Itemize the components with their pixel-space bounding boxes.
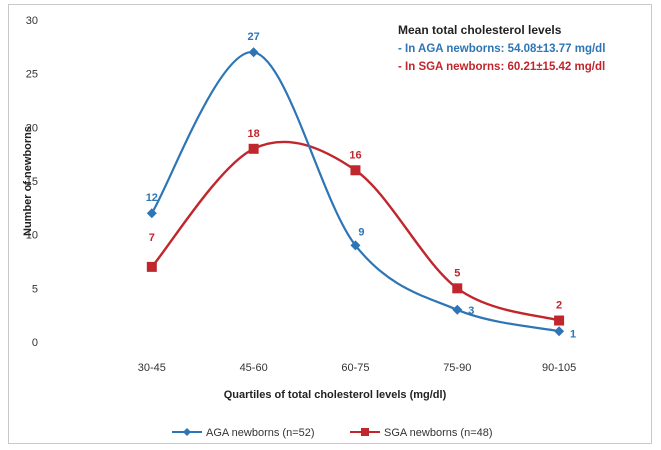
sga-point-marker [452,283,463,294]
chart-frame [8,4,652,444]
y-tick-label: 5 [32,283,38,295]
y-tick-label: 10 [26,230,38,242]
sga-data-label: 5 [454,267,460,279]
sga-data-label: 18 [248,128,260,140]
y-axis-title: Number of newborns [22,126,34,236]
y-tick-label: 0 [32,337,38,349]
sga-point-marker [554,315,565,326]
annotation-line: - In AGA newborns: 54.08±13.77 mg/dl [398,43,605,55]
aga-point-marker [146,208,157,219]
aga-point-marker [554,326,565,337]
sga-point-marker [350,165,361,176]
legend-aga-label: AGA newborns (n=52) [206,427,315,439]
legend-aga-marker [183,428,191,436]
annotation-title: Mean total cholesterol levels [398,23,562,37]
aga-series-line [150,51,560,333]
x-tick-label: 90-105 [542,362,576,374]
y-tick-label: 25 [26,69,38,81]
aga-data-label: 12 [146,192,158,204]
aga-data-label: 3 [468,305,474,317]
y-tick-label: 15 [26,176,38,188]
aga-point-marker [248,47,259,58]
y-tick-label: 20 [26,122,38,134]
x-tick-label: 45-60 [240,362,268,374]
aga-data-label: 9 [358,226,364,238]
aga-point-marker [350,240,361,251]
x-tick-label: 60-75 [341,362,369,374]
x-tick-label: 30-45 [138,362,166,374]
annotation-line: - In SGA newborns: 60.21±15.42 mg/dl [398,61,605,73]
aga-data-label: 27 [248,31,260,43]
sga-point-marker [248,143,259,154]
sga-point-marker [146,261,157,272]
y-tick-label: 30 [26,15,38,27]
x-tick-label: 75-90 [443,362,471,374]
legend-sga-marker [361,428,369,436]
aga-point-marker [452,304,463,315]
aga-data-label: 1 [570,328,576,340]
sga-data-label: 16 [349,149,361,161]
sga-data-label: 7 [149,232,155,244]
sga-data-label: 2 [556,300,562,312]
legend-sga-label: SGA newborns (n=48) [384,427,493,439]
x-axis-title: Quartiles of total cholesterol levels (m… [224,389,447,401]
